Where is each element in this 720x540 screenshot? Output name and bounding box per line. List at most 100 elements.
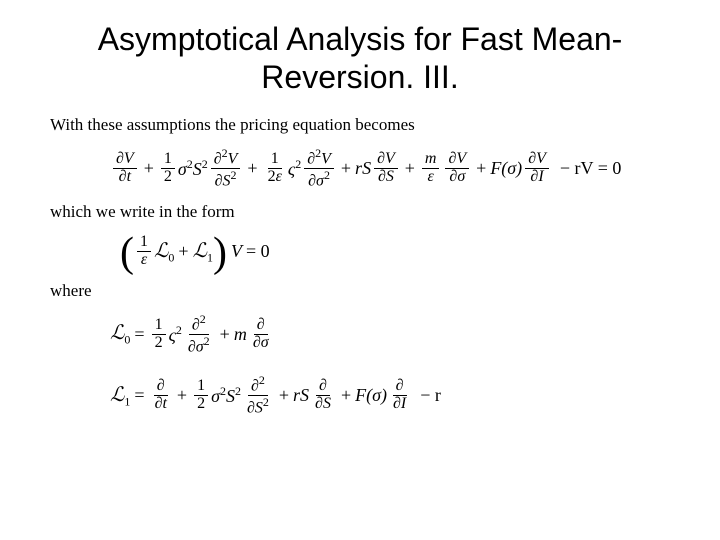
sym-partial: ∂ xyxy=(116,150,124,167)
plus-sign: + xyxy=(476,158,486,179)
left-paren-icon: ( xyxy=(120,237,134,271)
frac-half-L1: 12 xyxy=(194,378,208,413)
sym-m: m xyxy=(422,151,440,169)
L1-lhs: ℒ1 xyxy=(110,382,130,410)
den-2: 2 xyxy=(194,396,208,413)
coef-rS-L1: rS xyxy=(293,385,309,406)
slide-title: Asymptotical Analysis for Fast Mean-Reve… xyxy=(50,20,670,97)
sym-eps: ε xyxy=(276,168,282,185)
sym-V: V xyxy=(536,150,546,167)
sym-partial: ∂ xyxy=(307,150,315,167)
plus-sign: + xyxy=(220,324,230,345)
where-label: where xyxy=(50,281,670,301)
sym-sigma: σ xyxy=(457,168,465,185)
sym-partial: ∂ xyxy=(257,316,265,333)
term-d2-dsigma2: ∂2 ∂σ2 xyxy=(185,313,213,356)
sym-partial: ∂ xyxy=(315,395,323,412)
sym-I: I xyxy=(401,395,406,412)
plus-sign: + xyxy=(144,158,154,179)
sym-partial: ∂ xyxy=(377,150,385,167)
num-1: 1 xyxy=(152,317,166,335)
L0-symbol: ℒ0 xyxy=(154,238,174,266)
sym-partial: ∂ xyxy=(528,150,536,167)
sym-partial: ∂ xyxy=(247,399,255,416)
sym-S: S xyxy=(226,386,235,406)
term-d-dS: ∂ ∂S xyxy=(312,378,334,413)
coef-rS: rS xyxy=(355,158,371,179)
num-1: 1 xyxy=(268,151,282,169)
tail-minus-r: − r xyxy=(420,385,441,406)
plus-sign: + xyxy=(247,158,257,179)
sym-S: S xyxy=(255,399,263,416)
coef-Fsigma: F(σ) xyxy=(490,158,522,179)
coef-sigma2S2: σ2S2 xyxy=(178,157,208,180)
sym-partial: ∂ xyxy=(214,150,222,167)
pricing-equation: ∂V ∂t + 12 σ2S2 ∂2V ∂S2 + 12ε ς2 ∂2V ∂σ2… xyxy=(110,147,670,190)
sub-0: 0 xyxy=(124,333,130,347)
sym-sigma: σ xyxy=(211,386,220,406)
den-2: 2 xyxy=(152,335,166,352)
L1-symbol: ℒ1 xyxy=(193,238,213,266)
sym-partial: ∂ xyxy=(251,377,259,394)
sym-varsigma: ς xyxy=(169,325,176,345)
frac-m-eps: mε xyxy=(422,151,440,186)
den-2: 2 xyxy=(161,169,175,186)
coef-varsigma2-L0: ς2 xyxy=(169,323,182,346)
term-d-dt: ∂ ∂t xyxy=(152,378,170,413)
sym-partial: ∂ xyxy=(308,172,316,189)
term-dV-dt: ∂V ∂t xyxy=(113,151,137,186)
sym-partial: ∂ xyxy=(253,334,261,351)
L0-lhs: ℒ0 xyxy=(110,320,130,348)
term-d-dsigma: ∂ ∂σ xyxy=(250,317,272,352)
frac-half-1: 12 xyxy=(161,151,175,186)
transition-text: which we write in the form xyxy=(50,202,670,222)
plus-sign: + xyxy=(341,158,351,179)
sym-V: V xyxy=(228,150,238,167)
sym-r: r xyxy=(355,158,362,178)
coef-sigma2S2-L1: σ2S2 xyxy=(211,384,241,407)
sym-partial: ∂ xyxy=(157,377,165,394)
term-dV-dS: ∂V ∂S xyxy=(374,151,398,186)
plus-sign: + xyxy=(341,385,351,406)
term-d2V-dS2: ∂2V ∂S2 xyxy=(211,147,241,190)
sym-V: V xyxy=(321,150,331,167)
sym-partial: ∂ xyxy=(119,168,127,185)
sym-I: I xyxy=(538,168,543,185)
num-1: 1 xyxy=(137,234,151,252)
term-dV-dsigma: ∂V ∂σ xyxy=(445,151,469,186)
script-L-icon: ℒ xyxy=(193,240,207,262)
sym-r: r xyxy=(293,385,300,405)
sym-V: V xyxy=(385,150,395,167)
sym-S: S xyxy=(386,168,394,185)
sym-S: S xyxy=(300,385,309,405)
num-1: 1 xyxy=(161,151,175,169)
sym-t: t xyxy=(162,395,166,412)
sym-partial: ∂ xyxy=(192,316,200,333)
term-d2V-dsigma2: ∂2V ∂σ2 xyxy=(304,147,334,190)
tail-minus-rV: − rV = 0 xyxy=(560,158,621,179)
den-2: 2 xyxy=(268,168,276,185)
sym-sigma: σ xyxy=(178,159,187,179)
sub-0: 0 xyxy=(168,250,174,264)
script-L-icon: ℒ xyxy=(110,384,124,406)
sym-partial: ∂ xyxy=(215,172,223,189)
sym-eps: ε xyxy=(138,252,150,269)
sym-partial: ∂ xyxy=(393,395,401,412)
frac-1-2eps: 12ε xyxy=(265,151,285,186)
operator-equation: ( 1ε ℒ0 + ℒ1 ) V = 0 xyxy=(120,234,670,269)
L1-definition: ℒ1 = ∂ ∂t + 12 σ2S2 ∂2 ∂S2 + rS ∂ ∂S + F… xyxy=(110,374,670,417)
sym-S: S xyxy=(323,395,331,412)
frac-half-L0: 12 xyxy=(152,317,166,352)
L0-definition: ℒ0 = 12 ς2 ∂2 ∂σ2 + m ∂ ∂σ xyxy=(110,313,670,356)
equals-sign: = xyxy=(134,324,144,345)
term-dV-dI: ∂V ∂I xyxy=(525,151,549,186)
sym-S: S xyxy=(193,159,202,179)
sym-partial: ∂ xyxy=(396,377,404,394)
script-L-icon: ℒ xyxy=(154,240,168,262)
coef-Fsigma-L1: F(σ) xyxy=(355,385,387,406)
sym-sigma: σ xyxy=(316,172,324,189)
plus-sign: + xyxy=(405,158,415,179)
sym-sigma: σ xyxy=(261,334,269,351)
plus-sign: + xyxy=(178,241,188,262)
sym-partial: ∂ xyxy=(319,377,327,394)
